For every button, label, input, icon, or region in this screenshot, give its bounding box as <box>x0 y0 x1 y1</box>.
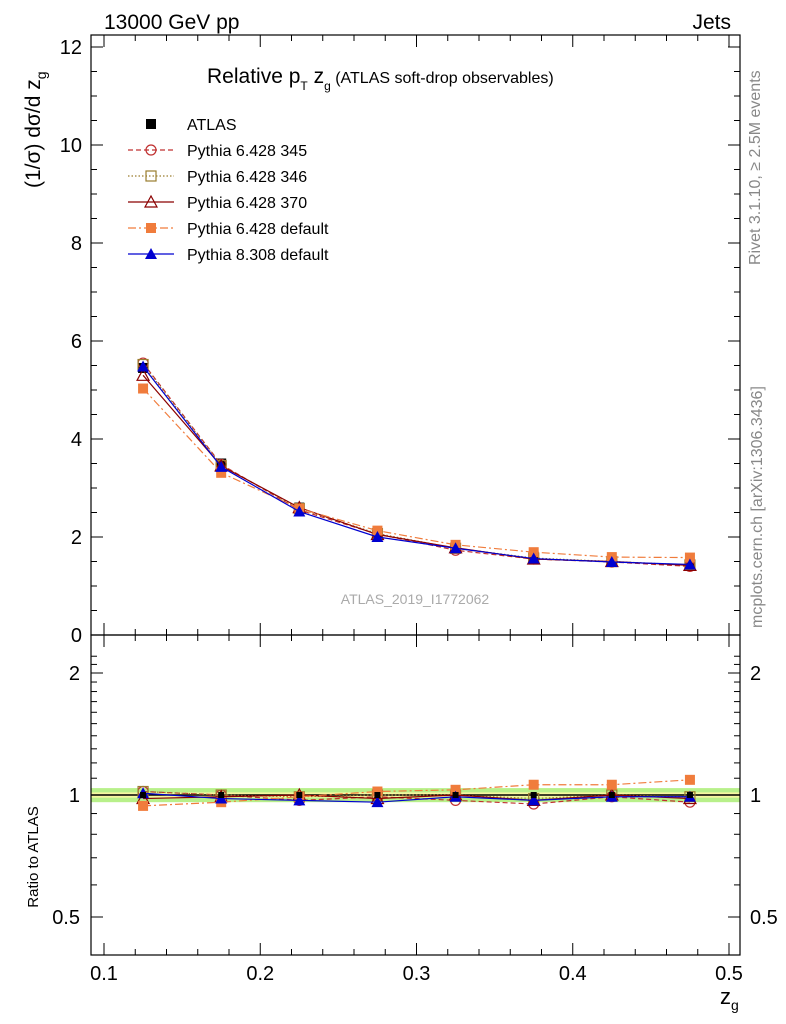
data-point <box>372 786 383 797</box>
legend-label: Pythia 6.428 default <box>187 221 329 238</box>
data-point <box>145 144 157 156</box>
y-tick-label: 6 <box>71 331 82 353</box>
data-point <box>528 547 539 558</box>
y-axis-label-main: (1/σ) dσ/d z <box>22 79 45 188</box>
legend-label: Pythia 8.308 default <box>187 247 329 264</box>
legend-item-3: Pythia 6.428 370 <box>128 194 307 212</box>
data-point <box>215 792 228 804</box>
data-point <box>293 794 306 806</box>
data-point <box>371 796 384 808</box>
header-right: Jets <box>692 11 731 34</box>
legend-label: ATLAS <box>187 117 237 134</box>
data-point <box>140 792 147 798</box>
series-5 <box>137 360 696 570</box>
title-sub-2: g <box>324 79 331 93</box>
data-point <box>449 542 462 554</box>
data-point <box>683 558 696 570</box>
data-point <box>218 792 225 798</box>
series-line <box>142 388 690 559</box>
ratio-series-atlas <box>140 792 693 798</box>
data-point <box>146 119 156 129</box>
data-point <box>686 792 693 798</box>
legend-item-0: ATLAS <box>146 117 237 134</box>
ratio-plot <box>136 774 697 811</box>
y-tick-label: 10 <box>60 135 82 157</box>
main-plot <box>136 357 697 573</box>
data-point <box>145 248 157 259</box>
data-point <box>215 460 228 472</box>
y-axis-label: (1/σ) dσ/d zg <box>22 71 49 188</box>
title-part-b: z <box>308 65 324 88</box>
data-point <box>293 505 306 517</box>
data-point <box>605 555 618 567</box>
y-tick-label: 12 <box>60 37 82 59</box>
data-point <box>136 368 151 381</box>
data-point <box>145 170 157 182</box>
ratio-tick-label-left: 1 <box>69 785 80 807</box>
legend-label: Pythia 6.428 370 <box>187 195 307 212</box>
x-axis-label-sub: g <box>731 997 739 1013</box>
legend-label: Pythia 6.428 346 <box>187 169 307 186</box>
data-point <box>530 792 537 798</box>
legend: ATLAS Pythia 6.428 345 Pythia 6.428 346 Pyt… <box>128 117 329 264</box>
header-left: 13000 GeV pp <box>104 11 239 34</box>
title-sub-1: T <box>300 79 308 93</box>
rivet-label: Rivet 3.1.10, ≥ 2.5M events <box>747 70 764 265</box>
y-tick-label: 8 <box>71 233 82 255</box>
data-point <box>527 794 540 806</box>
y-axis-label-sub: g <box>33 71 49 79</box>
mcplots-label: mcplots.cern.ch [arXiv:1306.3436] <box>749 386 766 628</box>
legend-item-1: Pythia 6.428 345 <box>128 143 307 160</box>
legend-item-4: Pythia 6.428 default <box>128 221 329 238</box>
data-point <box>684 774 695 785</box>
title-part-c: (ATLAS soft-drop observables) <box>331 70 554 87</box>
x-axis-label: zg <box>720 984 739 1013</box>
x-axis-label-main: z <box>720 984 731 1009</box>
chart-title: Relative pT zg (ATLAS soft-drop observab… <box>207 65 554 93</box>
data-point <box>374 792 381 798</box>
data-point <box>606 779 617 790</box>
data-point <box>138 800 149 811</box>
data-point <box>143 194 159 208</box>
data-point <box>296 792 303 798</box>
ratio-tick-label-right: 2 <box>750 663 761 685</box>
x-tick-label: 0.3 <box>403 963 431 985</box>
ratio-y-axis-label: Ratio to ATLAS <box>25 806 42 907</box>
series-4 <box>138 383 695 563</box>
x-tick-label: 0.5 <box>715 963 743 985</box>
data-point <box>528 779 539 790</box>
y-tick-label: 0 <box>71 625 82 647</box>
title-part-a: Relative p <box>207 65 300 88</box>
ratio-tick-label-left: 2 <box>69 663 80 685</box>
data-point <box>146 223 156 233</box>
data-point <box>137 360 150 372</box>
ratio-line <box>143 794 690 801</box>
legend-item-2: Pythia 6.428 346 <box>128 169 307 186</box>
data-point <box>608 792 615 798</box>
ratio-line <box>143 792 690 803</box>
data-point <box>372 525 383 536</box>
data-point <box>216 467 227 478</box>
y-tick-label: 4 <box>71 429 82 451</box>
legend-item-5: Pythia 8.308 default <box>128 247 329 264</box>
x-tick-label: 0.4 <box>559 963 587 985</box>
data-point <box>450 784 461 795</box>
ratio-tick-label-left: 0.5 <box>52 907 80 929</box>
data-point <box>371 531 384 542</box>
analysis-watermark: ATLAS_2019_I1772062 <box>341 591 490 607</box>
ratio-line <box>143 779 690 807</box>
x-tick-label: 0.2 <box>246 963 274 985</box>
ratio-tick-label-right: 0.5 <box>750 907 778 929</box>
x-tick-label: 0.1 <box>90 963 118 985</box>
data-point <box>452 792 459 798</box>
y-tick-label: 2 <box>71 527 82 549</box>
series-line <box>142 366 690 566</box>
ratio-tick-label-right: 1 <box>750 785 761 807</box>
data-point <box>138 383 149 394</box>
data-point <box>684 552 695 563</box>
data-point <box>527 552 540 564</box>
legend-label: Pythia 6.428 345 <box>187 143 307 160</box>
